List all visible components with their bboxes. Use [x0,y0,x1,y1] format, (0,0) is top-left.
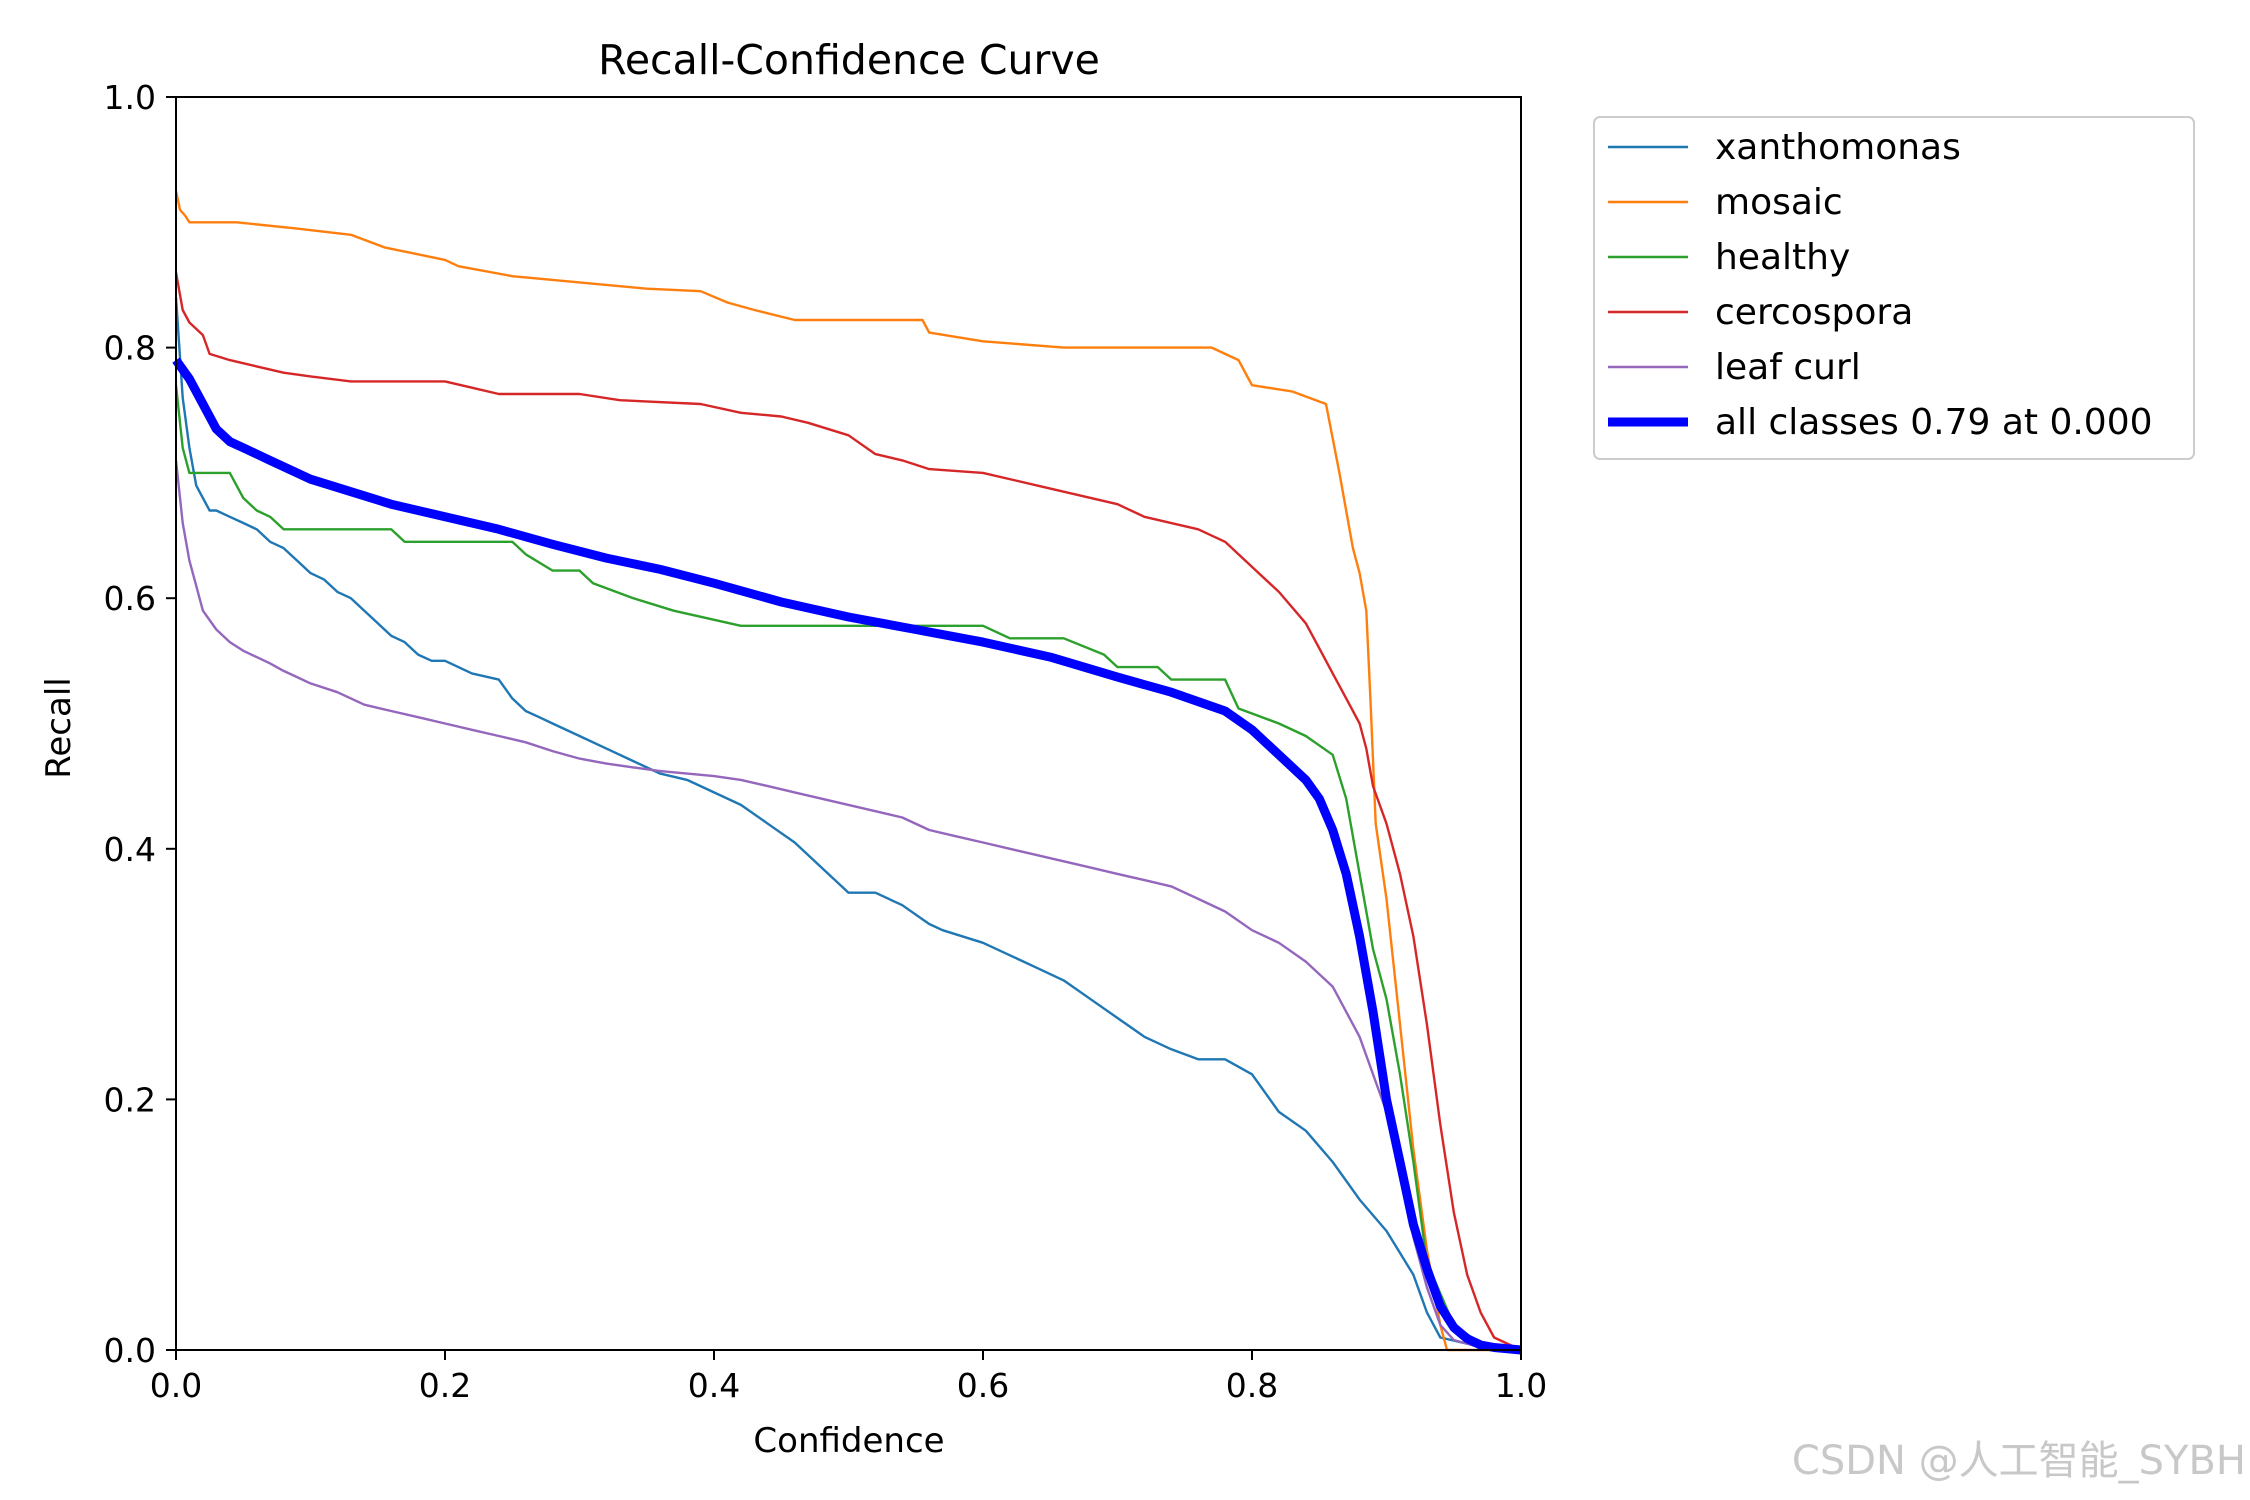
series-line-healthy [174,385,1522,1352]
x-axis-ticks: 0.0 0.2 0.4 0.6 0.8 1.0 [150,1350,1547,1405]
legend-label: healthy [1715,237,1850,278]
watermark: CSDN @人工智能_SYBH [1791,1438,2246,1484]
y-tick-label: 0.6 [104,579,156,618]
x-axis-label: Confidence [753,1421,944,1461]
legend: xanthomonas mosaic healthy cercospora leaf c… [1593,116,2195,460]
y-axis-label: Recall [39,677,79,778]
y-tick-label: 0.4 [104,830,156,869]
series-line-leaf [174,460,1522,1352]
series-line-cercospora [174,272,1522,1352]
x-tick-label: 1.0 [1495,1366,1547,1405]
x-tick-label: 0.4 [688,1366,740,1405]
legend-label: cercospora [1715,292,1913,333]
series-line-xanthomonas [174,297,1522,1352]
y-axis-ticks: 0.0 0.2 0.4 0.6 0.8 1.0 [104,78,176,1370]
legend-label: all classes 0.79 at 0.000 [1715,402,2153,443]
plot-series-group [172,190,1522,1355]
y-tick-label: 0.0 [104,1331,156,1370]
legend-label: mosaic [1715,182,1843,223]
x-tick-label: 0.2 [419,1366,471,1405]
legend-label: xanthomonas [1715,127,1961,168]
series-line-all [172,357,1522,1355]
y-tick-label: 0.8 [104,329,156,368]
y-tick-label: 1.0 [104,78,156,117]
plot-frame [175,96,1522,1351]
series-line-mosaic [174,190,1521,1352]
x-tick-label: 0.0 [150,1366,202,1405]
chart-title: Recall-Confidence Curve [598,36,1100,84]
x-tick-label: 0.8 [1226,1366,1278,1405]
legend-label: leaf curl [1715,347,1861,388]
y-tick-label: 0.2 [104,1080,156,1119]
x-tick-label: 0.6 [957,1366,1009,1405]
legend-box [1593,116,2195,460]
